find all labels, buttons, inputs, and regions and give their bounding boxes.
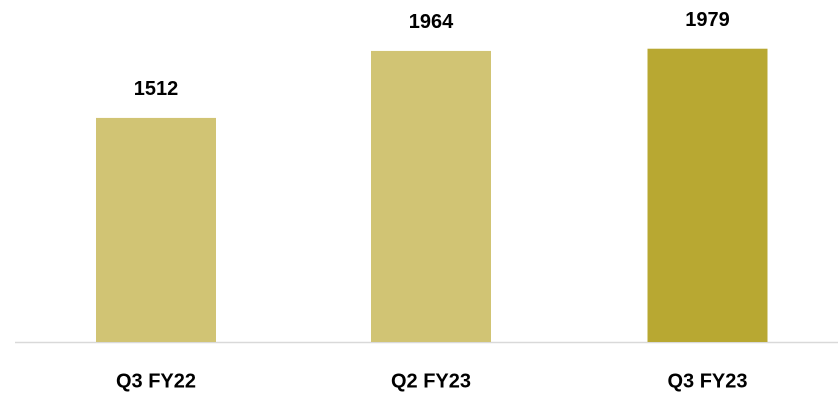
x-tick-label: Q3 FY23	[667, 370, 747, 392]
bar	[647, 48, 768, 343]
bar	[371, 50, 491, 342]
bar	[96, 117, 216, 342]
x-tick-label: Q3 FY22	[116, 370, 196, 392]
x-tick-label: Q2 FY23	[391, 370, 471, 392]
data-label: 1512	[134, 78, 179, 100]
data-label: 1964	[409, 11, 454, 33]
data-label: 1979	[685, 9, 730, 31]
